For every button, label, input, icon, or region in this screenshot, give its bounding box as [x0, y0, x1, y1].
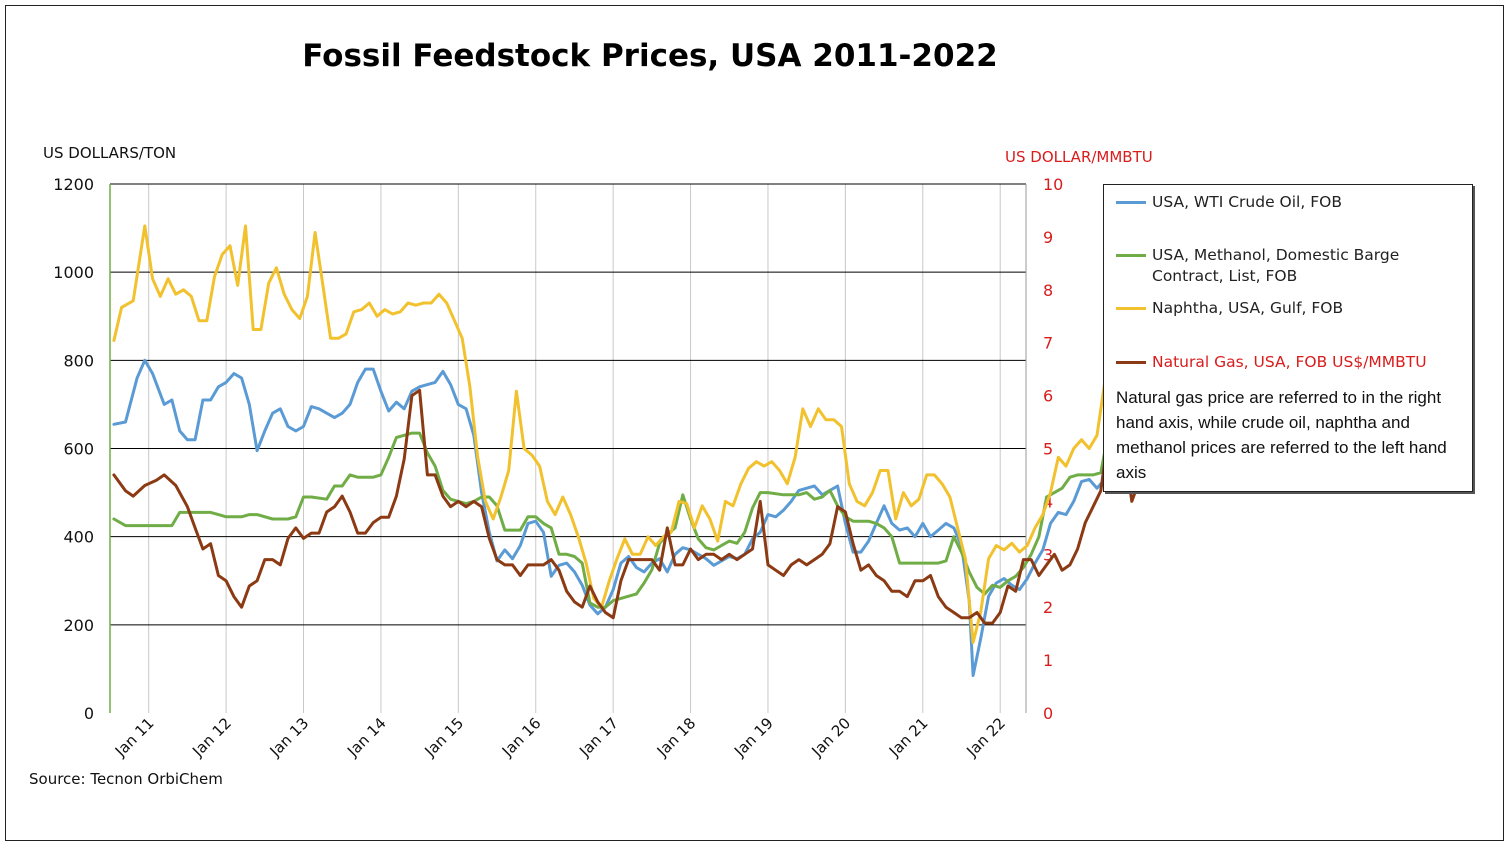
- x-tick-label: Jan 19: [730, 714, 777, 761]
- x-tick-label: Jan 12: [188, 714, 235, 761]
- legend-swatch-naphtha: [1116, 307, 1146, 310]
- x-tick-label: Jan 17: [575, 714, 622, 761]
- legend-item-natural-gas: Natural Gas, USA, FOB US$/MMBTU: [1116, 352, 1472, 373]
- x-tick-label: Jan 13: [266, 714, 313, 761]
- legend-swatch-natural-gas: [1116, 361, 1146, 364]
- x-tick-label: Jan 18: [653, 714, 700, 761]
- y-tick-label-right: 5: [1043, 440, 1053, 459]
- series-line-usa-wti-crude-oil-fob: [112, 350, 1223, 677]
- x-tick-label: Jan 14: [343, 714, 390, 761]
- x-tick-label: Jan 22: [962, 714, 1009, 761]
- series-line-natural-gas-usa-fob-us-mmbtu: [112, 251, 1219, 625]
- x-tick-label: Jan 11: [111, 714, 158, 761]
- y-tick-label-right: 1: [1043, 651, 1053, 670]
- legend-label-wti: USA, WTI Crude Oil, FOB: [1152, 193, 1342, 211]
- chart-title: Fossil Feedstock Prices, USA 2011-2022: [302, 38, 998, 74]
- y-tick-label-left: 200: [63, 616, 94, 635]
- x-tick-label: Jan 21: [885, 714, 932, 761]
- y-tick-label-left: 1000: [53, 263, 94, 282]
- legend-note: Natural gas price are referred to in the…: [1116, 388, 1447, 482]
- series-line-naphtha-usa-gulf-fob: [112, 224, 1223, 644]
- y-tick-label-right: 10: [1043, 175, 1063, 194]
- y-tick-label-left: 800: [63, 351, 94, 370]
- y-tick-label-right: 8: [1043, 281, 1053, 300]
- legend: USA, WTI Crude Oil, FOB USA, Methanol, D…: [1103, 184, 1473, 492]
- legend-swatch-methanol: [1116, 254, 1146, 257]
- legend-swatch-wti: [1116, 201, 1146, 204]
- legend-item-naphtha: Naphtha, USA, Gulf, FOB: [1116, 298, 1466, 319]
- series-line-usa-methanol-domestic-barge-contract-list-fob: [112, 413, 1223, 609]
- x-tick-label: Jan 15: [421, 714, 468, 761]
- y-tick-label-right: 9: [1043, 228, 1053, 247]
- legend-label-methanol: USA, Methanol, Domestic Barge Contract, …: [1152, 246, 1400, 285]
- legend-label-natural-gas: Natural Gas, USA, FOB US$/MMBTU: [1152, 353, 1427, 371]
- y-tick-label-right: 7: [1043, 334, 1053, 353]
- legend-item-methanol: USA, Methanol, Domestic Barge Contract, …: [1116, 245, 1436, 287]
- source-note: Source: Tecnon OrbiChem: [29, 770, 223, 788]
- y-tick-label-right: 2: [1043, 598, 1053, 617]
- x-tick-label: Jan 20: [808, 714, 855, 761]
- y-tick-label-right: 3: [1043, 545, 1053, 564]
- y-axis-right-label: US DOLLAR/MMBTU: [1005, 148, 1153, 166]
- x-tick-label: Jan 16: [498, 714, 545, 761]
- y-tick-label-left: 600: [63, 440, 94, 459]
- legend-item-wti: USA, WTI Crude Oil, FOB: [1116, 192, 1466, 213]
- y-tick-label-right: 0: [1043, 704, 1053, 723]
- y-tick-label-left: 1200: [53, 175, 94, 194]
- y-tick-label-left: 400: [63, 528, 94, 547]
- chart-frame: [5, 5, 1504, 841]
- y-tick-label-left: 0: [84, 704, 94, 723]
- legend-label-naphtha: Naphtha, USA, Gulf, FOB: [1152, 299, 1344, 317]
- y-tick-label-right: 6: [1043, 387, 1053, 406]
- y-axis-left-label: US DOLLARS/TON: [43, 144, 177, 162]
